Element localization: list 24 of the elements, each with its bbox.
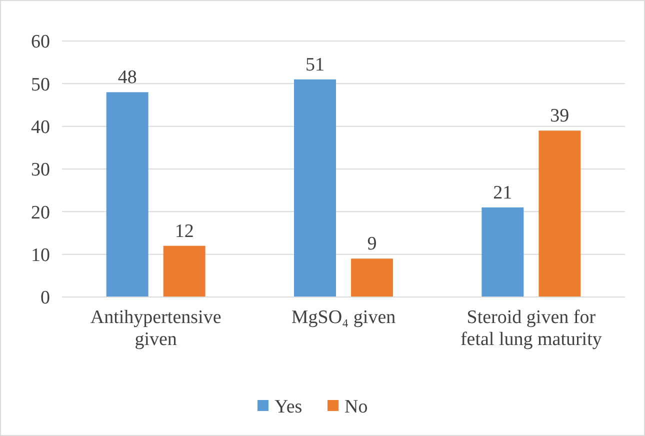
bar — [106, 92, 148, 297]
y-tick-label: 60 — [31, 32, 50, 53]
y-tick-label: 50 — [31, 74, 50, 96]
x-tick-label: MgSO₄ given — [291, 307, 396, 328]
y-tick-label: 30 — [31, 160, 50, 181]
bar — [538, 130, 581, 297]
data-label: 21 — [493, 182, 512, 204]
legend-label: No — [344, 396, 368, 418]
bar — [163, 246, 206, 297]
data-label: 48 — [118, 67, 137, 88]
y-tick-label: 20 — [31, 202, 50, 224]
x-tick-label: Antihypertensive given — [90, 307, 222, 350]
data-label: 9 — [367, 234, 377, 255]
y-tick-label: 10 — [31, 244, 50, 266]
legend-label: Yes — [274, 396, 302, 418]
y-tick-label: 40 — [31, 116, 50, 138]
bar — [351, 258, 393, 297]
data-label: 51 — [306, 54, 324, 76]
y-tick-label: 0 — [40, 288, 50, 309]
bar — [294, 79, 336, 297]
x-tick-label: Steroid given for fetal lung maturity — [460, 307, 602, 350]
data-label: 39 — [550, 106, 570, 127]
data-label: 12 — [174, 220, 194, 242]
bar — [482, 207, 524, 297]
